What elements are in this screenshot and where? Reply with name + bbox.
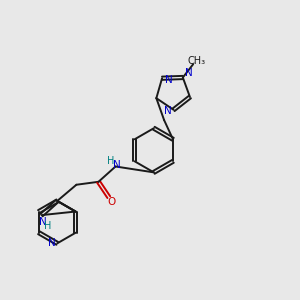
Text: H: H [106, 156, 114, 166]
Text: N: N [185, 68, 193, 78]
Text: N: N [39, 217, 47, 226]
Text: CH₃: CH₃ [187, 56, 205, 66]
Text: N: N [48, 238, 56, 248]
Text: N: N [164, 106, 172, 116]
Text: H: H [44, 221, 52, 231]
Text: O: O [107, 197, 115, 207]
Text: N: N [113, 160, 121, 170]
Text: N: N [165, 75, 172, 85]
